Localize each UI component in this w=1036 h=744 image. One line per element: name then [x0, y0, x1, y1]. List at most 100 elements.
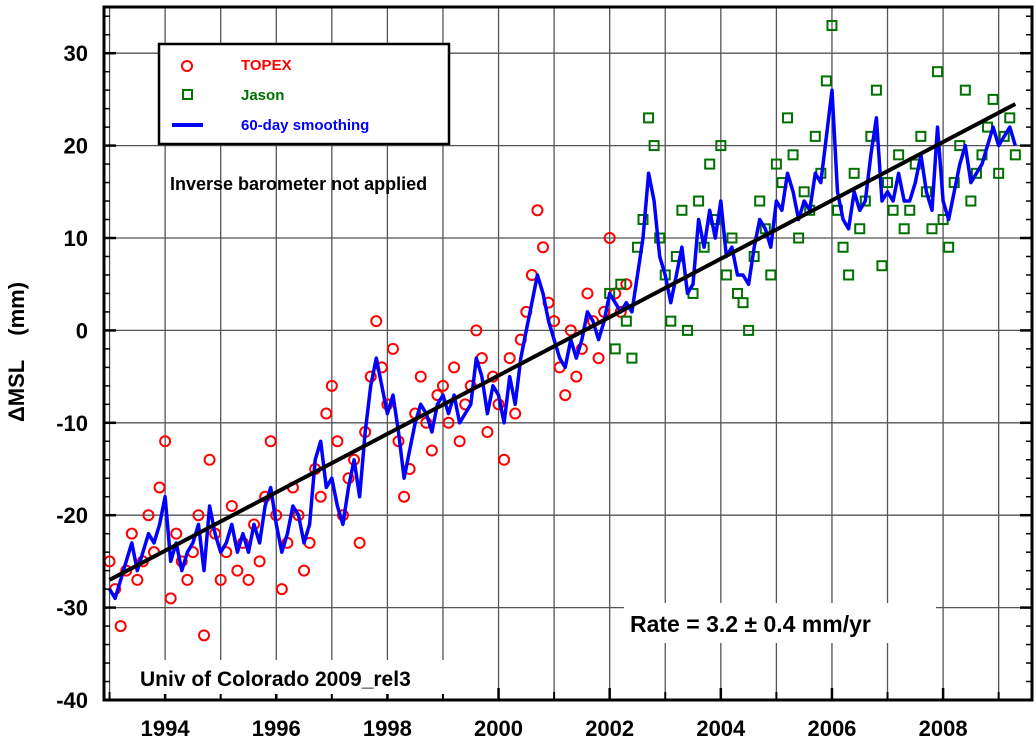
jason-point [998, 130, 1010, 142]
jason-point [681, 324, 693, 336]
jason-point [882, 177, 894, 189]
jason-point [1004, 112, 1016, 124]
jason-point [870, 84, 882, 96]
y-tick-label: -40 [56, 688, 88, 713]
y-axis-ticks: -40 -30 -20 -10 0 10 20 30 [56, 15, 1032, 713]
x-tick-label: 2004 [696, 716, 746, 741]
jason-point [798, 186, 810, 198]
topex-point [425, 444, 438, 457]
legend: TOPEX Jason 60-day smoothing [157, 42, 451, 146]
topex-point [203, 453, 216, 466]
legend-box [157, 42, 451, 146]
jason-point [826, 19, 838, 31]
jason-point [854, 223, 866, 235]
x-tick-label: 2000 [474, 716, 523, 741]
jason-point [643, 112, 655, 124]
jason-point [704, 158, 716, 170]
y-tick-label: 10 [64, 226, 88, 251]
topex-point [314, 490, 327, 503]
topex-point [531, 204, 544, 217]
topex-point [448, 361, 461, 374]
jason-point [959, 84, 971, 96]
topex-point [264, 435, 277, 448]
jason-point [926, 223, 938, 235]
topex-point [353, 536, 366, 549]
jason-point [932, 66, 944, 78]
topex-point [570, 370, 583, 383]
jason-point [970, 167, 982, 179]
x-axis-ticks: 1994 1996 1998 2000 2002 2004 2006 2008 [108, 688, 1000, 741]
y-tick-label: -30 [56, 596, 88, 621]
source-label-background [136, 660, 476, 694]
jason-point [765, 269, 777, 281]
jason-point [609, 343, 621, 355]
topex-point [414, 370, 427, 383]
jason-point [965, 195, 977, 207]
y-tick-label: 30 [64, 41, 88, 66]
y-tick-label: -10 [56, 411, 88, 436]
jason-point [743, 324, 755, 336]
jason-point [876, 260, 888, 272]
jason-point [626, 352, 638, 364]
topex-point [181, 573, 194, 586]
topex-point [592, 352, 605, 365]
legend-topex-marker [181, 60, 193, 72]
y-tick-label: -20 [56, 503, 88, 528]
topex-point [275, 583, 288, 596]
annotation-rate: Rate = 3.2 ± 0.4 mm/yr [630, 611, 871, 637]
y-tick-label: 20 [64, 134, 88, 159]
topex-point [159, 435, 172, 448]
jason-point [715, 140, 727, 152]
jason-point [726, 232, 738, 244]
jason-point [820, 75, 832, 87]
jason-point [793, 232, 805, 244]
jason-point [787, 149, 799, 161]
y-axis-label: ΔMSL (mm) [4, 282, 29, 422]
jason-point [993, 167, 1005, 179]
topex-point [214, 573, 227, 586]
topex-point [298, 564, 311, 577]
topex-point [170, 527, 183, 540]
annotation-source: Univ of Colorado 2009_rel3 [140, 668, 411, 691]
topex-point [620, 278, 633, 291]
jason-point [893, 149, 905, 161]
jason-point [620, 315, 632, 327]
topex-point [498, 453, 511, 466]
jason-point [848, 167, 860, 179]
rate-label-background [624, 603, 936, 643]
jason-point [754, 195, 766, 207]
jason-point [615, 278, 627, 290]
topex-point [114, 620, 127, 633]
topex-point [453, 435, 466, 448]
topex-point [398, 490, 411, 503]
jason-point [770, 158, 782, 170]
topex-point [331, 435, 344, 448]
plot-frame [102, 5, 1034, 702]
jason-point [904, 204, 916, 216]
topex-point [198, 629, 211, 642]
topex-point [603, 232, 616, 244]
jason-point [809, 130, 821, 142]
topex-point [481, 426, 494, 439]
topex-point [509, 407, 522, 420]
topex-point [242, 573, 255, 586]
jason-point [665, 315, 677, 327]
topex-point [470, 324, 483, 337]
jason-point [898, 223, 910, 235]
topex-point [325, 379, 338, 392]
x-tick-label: 2008 [919, 716, 968, 741]
x-tick-label: 2006 [807, 716, 856, 741]
jason-point [781, 112, 793, 124]
topex-point [164, 592, 177, 605]
topex-point [225, 499, 238, 512]
jason-point [1009, 149, 1021, 161]
trend-line [108, 102, 1017, 582]
topex-point [559, 389, 572, 402]
x-tick-label: 2002 [585, 716, 634, 741]
jason-points [604, 19, 1021, 364]
x-tick-label: 1996 [252, 716, 301, 741]
topex-point [370, 315, 383, 328]
jason-point [987, 93, 999, 105]
jason-point [693, 195, 705, 207]
